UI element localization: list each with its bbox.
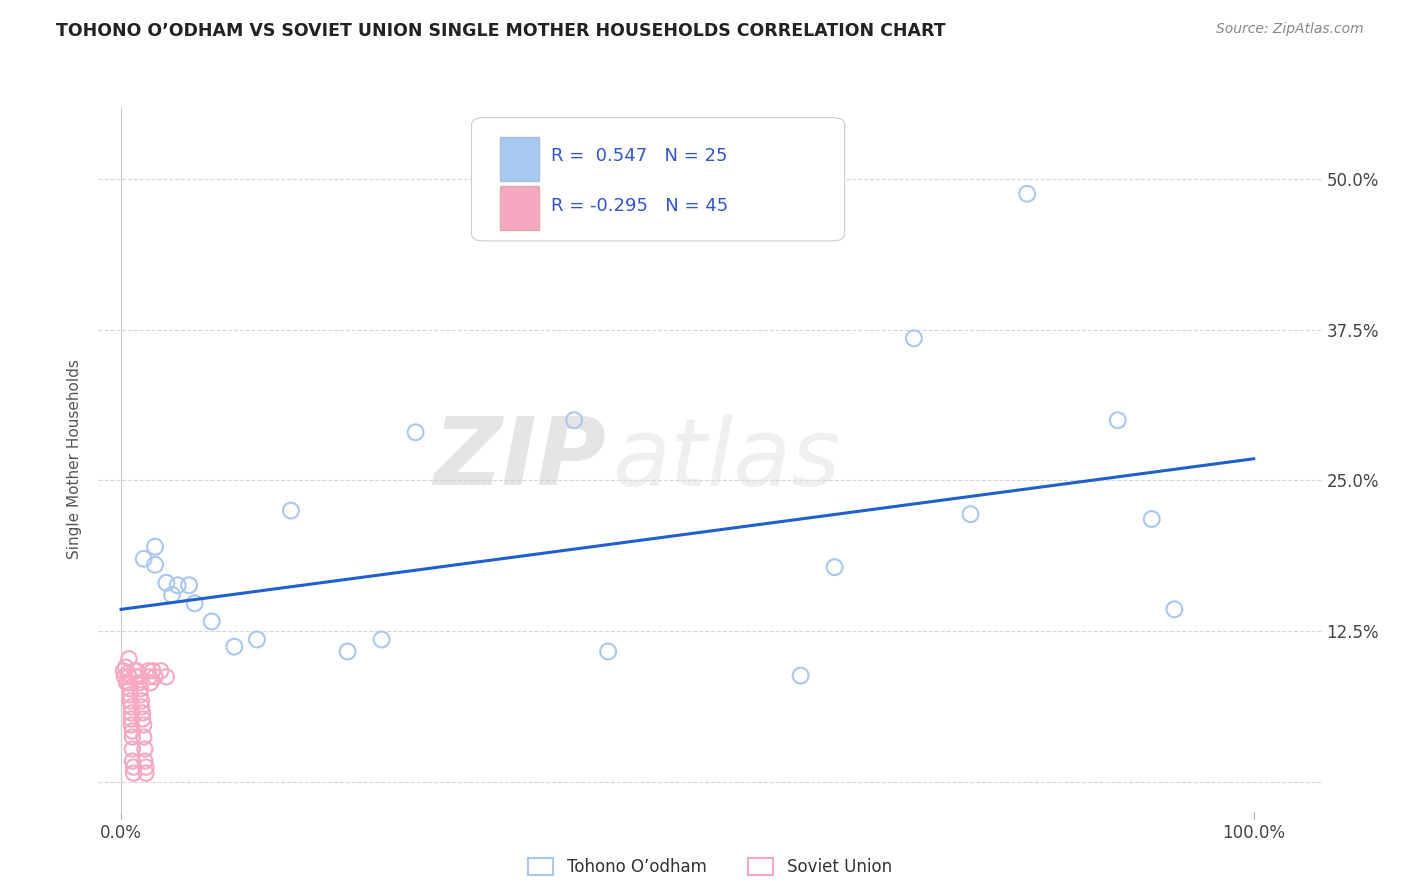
Point	[120, 688, 142, 702]
Point	[127, 670, 149, 684]
Point	[405, 425, 427, 440]
Point	[136, 664, 159, 678]
Point	[124, 664, 146, 678]
Y-axis label: Single Mother Households: Single Mother Households	[67, 359, 83, 559]
Legend: Tohono O’odham, Soviet Union: Tohono O’odham, Soviet Union	[520, 849, 900, 885]
Point	[596, 644, 619, 658]
Point	[224, 640, 246, 654]
Point	[143, 670, 166, 684]
Point	[118, 676, 141, 690]
Point	[117, 666, 139, 681]
Point	[959, 507, 981, 521]
Point	[129, 681, 152, 696]
Point	[143, 558, 166, 572]
Point	[114, 670, 136, 684]
Point	[143, 540, 166, 554]
Point	[135, 766, 157, 780]
Point	[177, 578, 200, 592]
Point	[125, 664, 148, 678]
Text: TOHONO O’ODHAM VS SOVIET UNION SINGLE MOTHER HOUSEHOLDS CORRELATION CHART: TOHONO O’ODHAM VS SOVIET UNION SINGLE MO…	[56, 22, 946, 40]
Point	[134, 742, 156, 756]
FancyBboxPatch shape	[471, 118, 845, 241]
Point	[201, 615, 224, 629]
Point	[903, 331, 925, 345]
Point	[131, 712, 153, 726]
Point	[121, 754, 143, 768]
Point	[121, 724, 143, 739]
Point	[1107, 413, 1129, 427]
Point	[120, 712, 142, 726]
Point	[280, 503, 302, 517]
Point	[121, 742, 143, 756]
Point	[155, 670, 177, 684]
Point	[1017, 186, 1039, 201]
Point	[160, 588, 183, 602]
Point	[122, 766, 145, 780]
Point	[149, 664, 172, 678]
Point	[138, 670, 160, 684]
Point	[112, 664, 135, 678]
Point	[336, 644, 359, 658]
Point	[125, 670, 148, 684]
Point	[166, 578, 188, 592]
Point	[132, 718, 155, 732]
Point	[120, 694, 142, 708]
Point	[118, 670, 141, 684]
Point	[129, 688, 152, 702]
Point	[1163, 602, 1185, 616]
Text: atlas: atlas	[612, 414, 841, 505]
Point	[562, 413, 585, 427]
FancyBboxPatch shape	[499, 136, 538, 181]
Point	[155, 575, 177, 590]
Point	[789, 668, 811, 682]
Point	[131, 706, 153, 720]
Point	[122, 760, 145, 774]
FancyBboxPatch shape	[499, 186, 538, 230]
Point	[114, 660, 136, 674]
Point	[120, 681, 142, 696]
Point	[246, 632, 269, 647]
Text: R =  0.547   N = 25: R = 0.547 N = 25	[551, 147, 727, 165]
Point	[131, 700, 153, 714]
Point	[1140, 512, 1163, 526]
Point	[139, 676, 162, 690]
Point	[183, 596, 205, 610]
Text: ZIP: ZIP	[433, 413, 606, 506]
Point	[132, 551, 155, 566]
Point	[134, 754, 156, 768]
Point	[120, 706, 142, 720]
Point	[370, 632, 392, 647]
Point	[128, 676, 150, 690]
Point	[824, 560, 846, 574]
Point	[118, 651, 141, 665]
Point	[120, 718, 142, 732]
Point	[115, 676, 138, 690]
Text: R = -0.295   N = 45: R = -0.295 N = 45	[551, 197, 728, 215]
Point	[142, 664, 165, 678]
Point	[120, 700, 142, 714]
Point	[121, 730, 143, 744]
Point	[135, 760, 157, 774]
Point	[132, 730, 155, 744]
Text: Source: ZipAtlas.com: Source: ZipAtlas.com	[1216, 22, 1364, 37]
Point	[131, 694, 153, 708]
